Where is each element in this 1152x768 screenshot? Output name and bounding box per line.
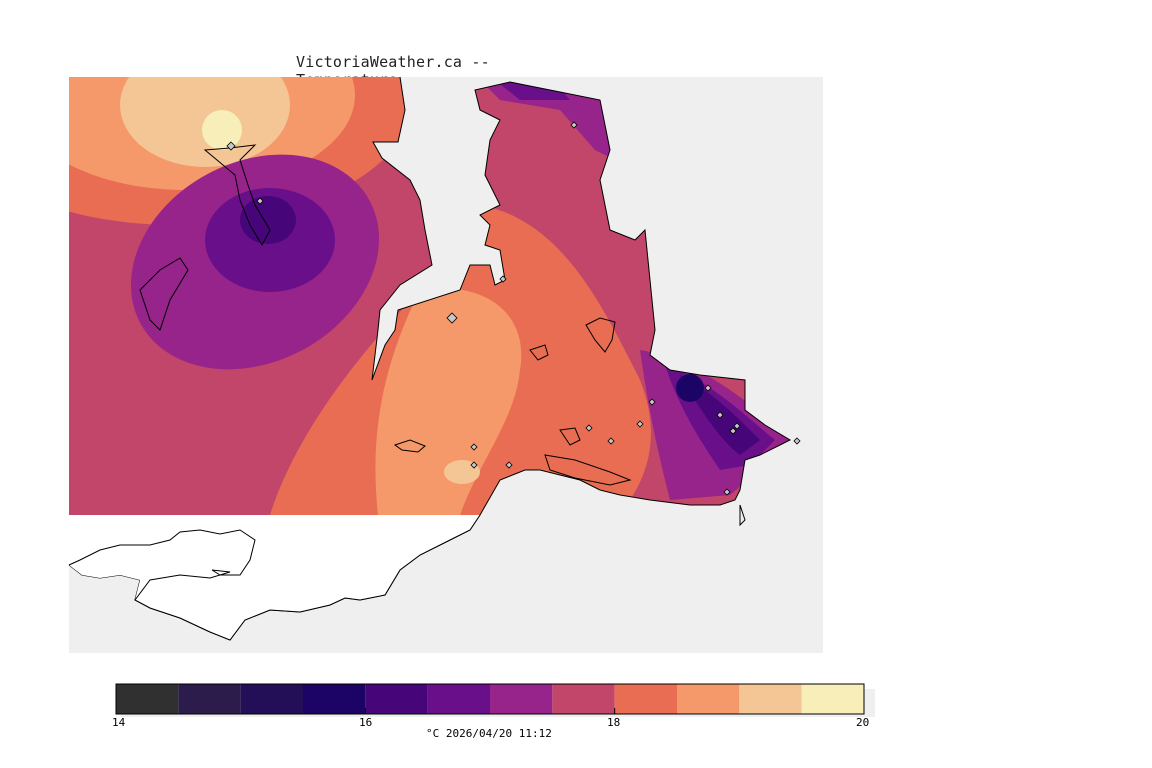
station-marker	[470, 461, 478, 469]
legend-band-2	[240, 684, 303, 714]
legend-band-7	[552, 684, 615, 714]
station-marker	[570, 121, 578, 129]
station-marker	[648, 398, 656, 406]
station-marker	[723, 488, 731, 496]
station-marker	[585, 424, 593, 432]
station-marker	[256, 197, 264, 205]
station-marker	[226, 141, 236, 151]
legend-band-6	[490, 684, 553, 714]
legend-band-0	[116, 684, 179, 714]
legend-timestamp: 2026/04/20 11:12	[445, 727, 552, 740]
station-marker	[607, 437, 615, 445]
station-marker	[636, 420, 644, 428]
legend-band-5	[427, 684, 490, 714]
legend-caption: °C 2026/04/20 11:12	[426, 727, 552, 740]
legend-tick-18: 18	[607, 716, 621, 729]
legend-band-9	[677, 684, 740, 714]
station-marker	[704, 384, 712, 392]
station-marker	[505, 461, 513, 469]
legend-band-1	[178, 684, 241, 714]
legend-tick-14: 14	[112, 716, 126, 729]
station-marker	[446, 312, 458, 324]
legend-band-10	[739, 684, 802, 714]
legend-unit: °C	[426, 727, 440, 740]
weather-stations	[226, 121, 801, 496]
legend-tick-20: 20	[856, 716, 870, 729]
station-marker	[499, 275, 507, 283]
us-land-area	[69, 515, 480, 640]
station-marker	[733, 422, 741, 430]
legend-band-11	[801, 684, 864, 714]
station-marker	[793, 437, 801, 445]
station-marker	[729, 427, 737, 435]
legend-tick-16: 16	[359, 716, 373, 729]
legend-band-4	[365, 684, 428, 714]
station-marker	[470, 443, 478, 451]
legend-band-3	[303, 684, 366, 714]
station-marker	[716, 411, 724, 419]
legend-frame	[115, 683, 865, 715]
legend-band-8	[614, 684, 677, 714]
